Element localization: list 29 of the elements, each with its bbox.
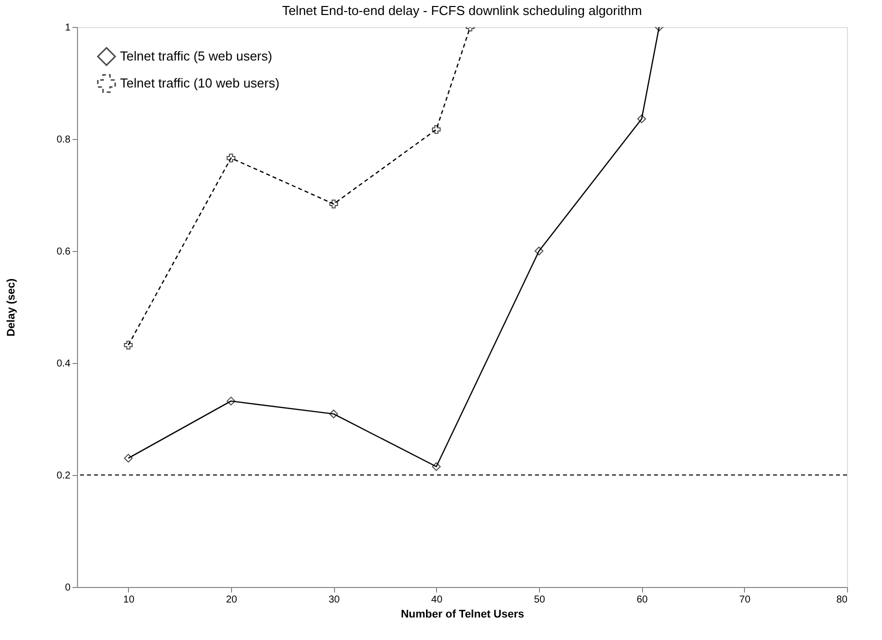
x-tick-label: 40 [431, 594, 443, 606]
x-tick-label: 60 [636, 594, 648, 606]
y-tick-label: 0.4 [56, 358, 71, 370]
x-tick-label: 20 [226, 594, 238, 606]
x-axis-title: Number of Telnet Users [400, 608, 524, 620]
x-tick-label: 70 [739, 594, 751, 606]
legend-label: Telnet traffic (5 web users) [120, 48, 272, 64]
y-tick-label: 0.6 [56, 246, 71, 258]
point [637, 114, 646, 124]
legend-label: Telnet traffic (10 web users) [120, 76, 280, 90]
point [226, 154, 236, 162]
chart-title: Telnet End-to-end delay - FCFS downlink scheduling algorithm [282, 3, 642, 18]
point [124, 454, 133, 463]
point [432, 462, 441, 471]
x-tick-label: 50 [534, 594, 546, 606]
x-tick-label: 80 [836, 594, 848, 606]
x-tick-label: 10 [123, 594, 135, 606]
y-tick-label: 0.8 [56, 134, 71, 146]
point [124, 340, 133, 350]
y-tick-label: 0.2 [56, 470, 71, 482]
point [329, 200, 338, 208]
y-axis-title: Delay (sec) [6, 278, 18, 337]
point [329, 410, 338, 418]
y-tick-label: 1 [64, 22, 71, 34]
point [432, 125, 441, 134]
x-tick-label: 30 [328, 594, 340, 606]
point [226, 396, 236, 406]
point [534, 246, 544, 256]
y-tick-label: 0 [64, 582, 71, 594]
